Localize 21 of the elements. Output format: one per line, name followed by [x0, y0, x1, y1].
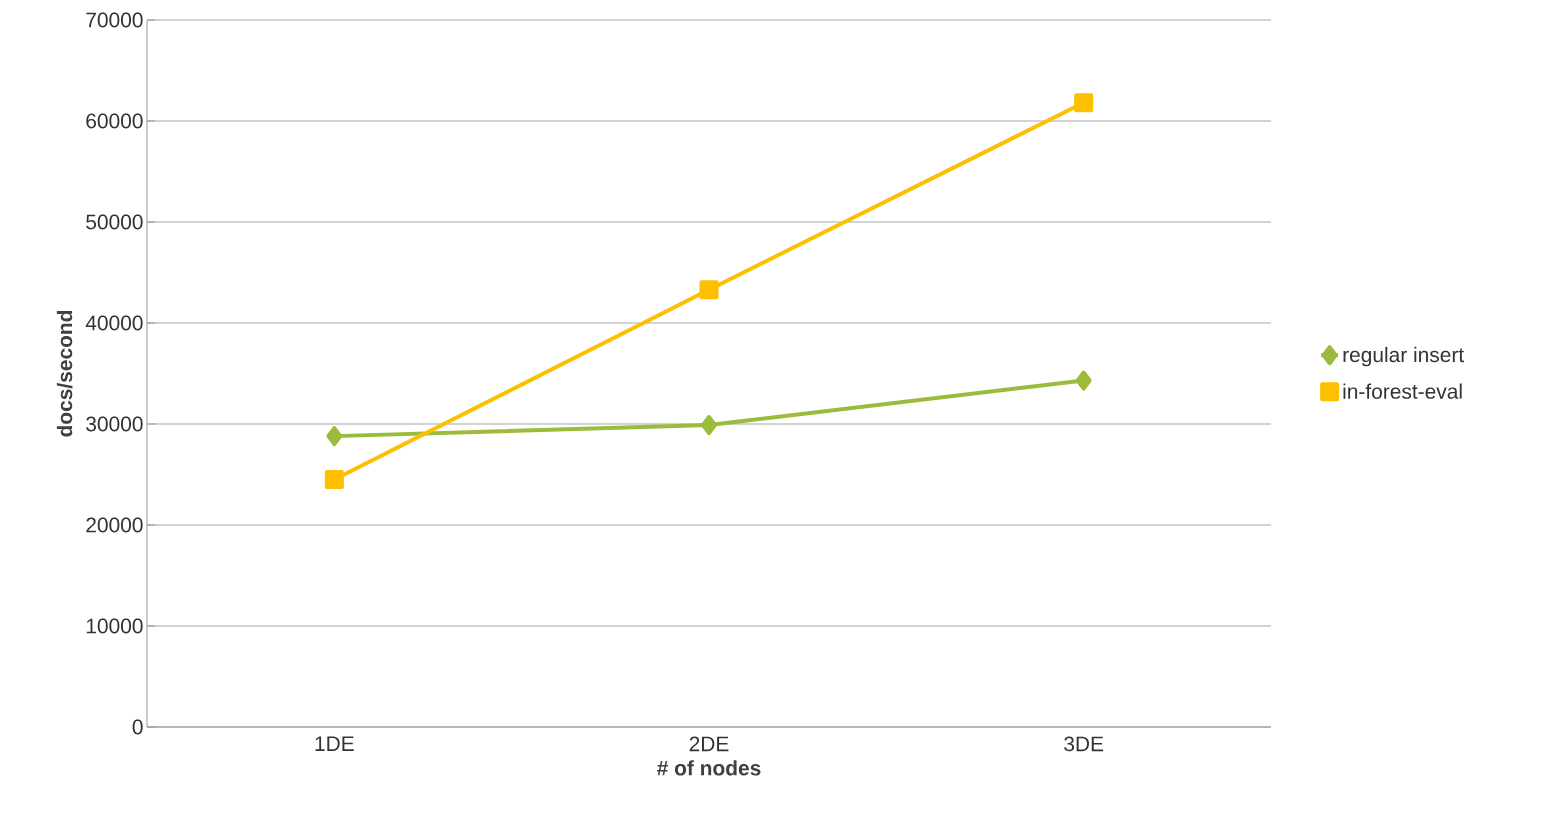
point — [326, 426, 343, 447]
x-tick-label: 3DE — [1064, 736, 1104, 752]
point — [324, 470, 344, 490]
y-tick-label: 20000 — [86, 517, 143, 533]
x-axis-title: # of nodes — [657, 760, 761, 776]
y-tick-label: 10000 — [86, 618, 143, 634]
x-tick-label: 2DE — [689, 736, 729, 752]
legend-label: regular insert — [1343, 346, 1465, 367]
y-axis-title: docs/second — [56, 310, 73, 437]
y-tick-label: 70000 — [86, 12, 143, 28]
y-tick-label: 50000 — [86, 214, 143, 230]
point — [1075, 370, 1092, 391]
point — [701, 415, 717, 436]
y-tick-label: 0 — [132, 719, 143, 735]
x-tick-label: 1DE — [315, 736, 354, 751]
y-tick-label: 30000 — [86, 416, 143, 432]
point — [699, 280, 719, 300]
legend-label: in-forest-eval — [1343, 383, 1462, 399]
y-tick-label: 40000 — [85, 315, 143, 331]
y-tick-label: 60000 — [86, 113, 143, 129]
point — [1074, 93, 1094, 113]
